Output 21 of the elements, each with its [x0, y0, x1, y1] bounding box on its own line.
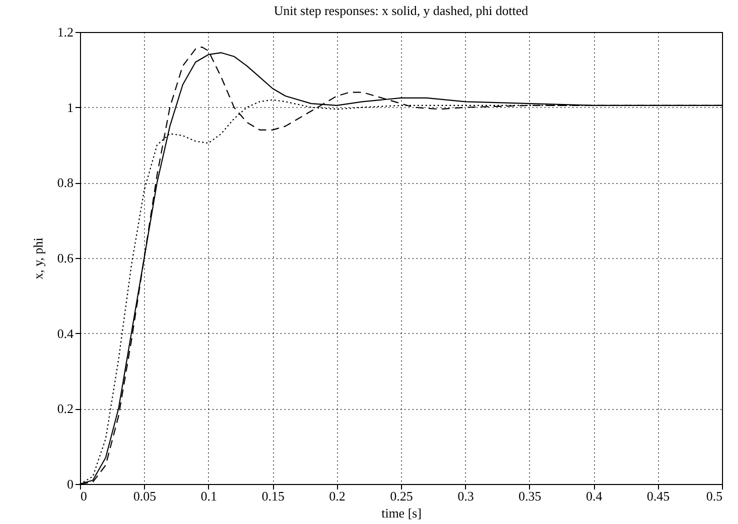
x-axis-title: time [s] — [381, 506, 422, 520]
y-tick-label: 0 — [67, 476, 74, 492]
x-tick-label: 0.15 — [262, 488, 284, 504]
x-tick-label: 0.05 — [133, 488, 156, 504]
x-tick-label: 0.4 — [586, 488, 603, 504]
x-tick-label: 0.3 — [458, 488, 474, 504]
y-tick-label: 0.8 — [57, 175, 74, 190]
x-tick-label: 0.1 — [200, 488, 218, 504]
y-axis-title: x, y, phi — [30, 237, 46, 280]
chart-title: Unit step responses: x solid, y dashed, phi dotted — [274, 3, 529, 18]
x-tick-label: 0.5 — [706, 488, 722, 504]
x-tick-label: 0.25 — [390, 488, 413, 504]
x-tick-label: 0.2 — [329, 488, 346, 504]
y-tick-label: 0.6 — [57, 250, 74, 266]
y-tick-label: 0.2 — [57, 401, 74, 416]
y-tick-label: 0.4 — [57, 326, 74, 341]
x-tick-label: 0.45 — [646, 488, 670, 504]
y-tick-label: 1 — [67, 100, 74, 115]
y-tick-label: 1.2 — [57, 24, 74, 40]
x-tick-label: 0.35 — [518, 488, 542, 504]
x-tick-label: 0 — [80, 488, 87, 504]
